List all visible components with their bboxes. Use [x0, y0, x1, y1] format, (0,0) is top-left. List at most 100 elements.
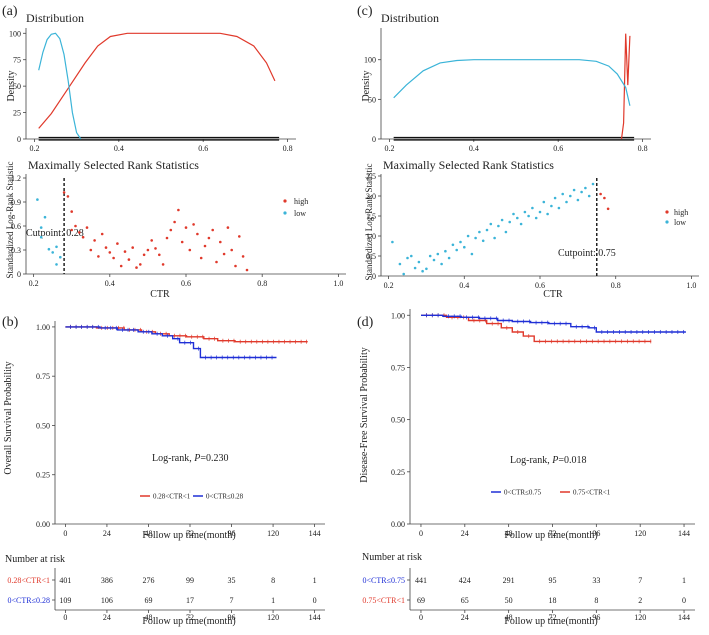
- panel-c-dist-high-density-line: [620, 33, 631, 140]
- panel-d-risk-cell: 65: [461, 596, 469, 605]
- panel-c-rank-low-point: [459, 240, 462, 244]
- panel-d-risk-cell: 291: [503, 576, 515, 585]
- panel-d-legend: 0<CTR≤0.75 0.75<CTR<1: [491, 489, 611, 497]
- panel-c-rank-low-point: [463, 245, 466, 249]
- panel-c-rank-low-point: [497, 224, 500, 228]
- panel-d-ytick-label: 0.75: [391, 363, 405, 372]
- panel-b-risk-title: Number at risk: [5, 554, 65, 565]
- panel-a-rank-high-point: [215, 260, 218, 264]
- panel-d-risk-cell: 33: [592, 576, 600, 585]
- panel-d-red-survival-line: [421, 314, 652, 343]
- panel-b-xtick-label: 48: [144, 529, 152, 538]
- panel-d-risk-cell: 7: [638, 576, 642, 585]
- panel-c-rank-xtick-label: 1.0: [686, 281, 696, 290]
- panel-c-legend-high-label: high: [674, 208, 688, 217]
- panel-b-risk-xtick-label: 48: [144, 613, 152, 622]
- panel-a-dist-xtick-label: 0.4: [114, 144, 124, 153]
- panel-a-rank-high-point: [196, 232, 199, 236]
- panel-c-rank-low-point: [500, 218, 504, 222]
- panel-d-risk-xlabel: Follow up time(month): [504, 616, 597, 627]
- panel-a-rank-high-point: [81, 235, 85, 239]
- panel-b-ytick-label: 1.00: [36, 323, 50, 332]
- panel-d-risk-xtick-label: 48: [505, 613, 513, 622]
- panel-d-ytick-label: 0.00: [391, 520, 405, 529]
- panel-d-xtick-label: 96: [592, 529, 600, 538]
- panel-d-risk-xtick-label: 0: [419, 613, 423, 622]
- panel-a-rank-high-point: [199, 256, 203, 260]
- panel-a-rank-high-point: [74, 224, 77, 228]
- panel-d-xtick-label: 72: [549, 529, 557, 538]
- panel-c-rank-low-point: [523, 210, 527, 214]
- panel-a-rank-low-point: [39, 226, 43, 229]
- panel-b-risk-cell: 401: [59, 576, 71, 585]
- panel-c-rank-low-point: [402, 272, 406, 276]
- panel-a-rank-high-point: [93, 239, 96, 242]
- panel-c-rank-ytick-label: 0: [372, 272, 376, 281]
- panel-c-rank-ylabel: Standardized Log-Rank Statistic: [364, 164, 374, 281]
- panel-b-legend-red-label: 0.28<CTR<1: [153, 493, 191, 501]
- panel-b-risk-xtick-label: 144: [309, 613, 321, 622]
- panel-c-dist-ytick-label: 100: [364, 56, 376, 65]
- panel-c-rank-low-point: [527, 214, 530, 218]
- panel-d-risk-xtick-label: 72: [549, 613, 557, 622]
- panel-c-rank-low-point: [410, 254, 413, 258]
- panel-a-rank-high-point: [211, 228, 214, 232]
- panel-c-rank-high-point: [606, 207, 610, 211]
- panel-a-rank-high-point: [230, 248, 233, 252]
- panel-c-legend: high low: [665, 208, 688, 227]
- panel-label-a: (a): [2, 4, 18, 19]
- panel-d-risk-title: Number at risk: [362, 552, 422, 563]
- panel-b-risk-cell: 276: [142, 576, 154, 585]
- panel-c-rank-low-point: [455, 248, 459, 252]
- panel-d-risk-cell: 8: [594, 596, 598, 605]
- panel-c-rank-xtick-label: 0.4: [459, 281, 469, 290]
- panel-a-rank-high-point: [70, 228, 73, 232]
- panel-c-rank-low-point: [440, 262, 443, 266]
- panel-c-legend-low-label: low: [674, 218, 686, 227]
- panel-d-ytick-label: 0.50: [391, 416, 405, 425]
- panel-d-risk-xtick-label: 24: [461, 613, 469, 622]
- panel-b-risk-xtick-label: 120: [267, 613, 279, 622]
- panel-c-rank-low-point: [493, 236, 496, 240]
- panel-c-rank-ytick-label: 0.5: [366, 252, 376, 261]
- panel-c-rank-low-point: [516, 216, 519, 220]
- panel-d-ytick-label: 0.25: [391, 468, 405, 477]
- panel-b-xlabel: Follow up time(month): [142, 530, 235, 541]
- panel-a-dist-xtick-label: 0.6: [198, 144, 208, 153]
- panel-c-rank-low-point: [550, 204, 553, 208]
- panel-a-rank-high-point: [184, 226, 188, 229]
- panel-d-ylabel: Disease-Free Survival Probability: [359, 347, 370, 483]
- panel-b-risk-cell: 386: [101, 576, 113, 585]
- panel-c-rank-low-point: [485, 228, 489, 232]
- panel-a-rank-high-point: [238, 235, 241, 238]
- panel-a-rank-high-point: [173, 220, 176, 224]
- panel-b-risk-cell: 0: [313, 596, 317, 605]
- panel-a-legend-high-label: high: [294, 197, 308, 206]
- panel-b-risk-xtick-label: 96: [228, 613, 236, 622]
- panel-c-rank-low-point: [478, 230, 481, 234]
- panel-a-rank-xtick-label: 0.6: [181, 279, 191, 288]
- panel-c-density-label: Density: [361, 70, 372, 101]
- panel-a-density-label: Density: [6, 70, 17, 101]
- panel-a-rank-high-point: [116, 242, 119, 245]
- panel-a-rank-high-point: [219, 240, 222, 244]
- panel-b-risk-cell: 8: [271, 576, 275, 585]
- panel-a-rank-high-point: [150, 239, 153, 242]
- panel-c-rank-low-point: [398, 262, 402, 266]
- panel-a-distribution-chart: Distribution Density 0 25 50 75 100 0.2 0.4 0.6…: [6, 11, 296, 153]
- panel-a-legend: high low: [283, 197, 308, 218]
- panel-c-rank-low-point: [542, 200, 546, 204]
- panel-b-risk-cell: 1: [313, 576, 317, 585]
- panel-d-risk-cell: 441: [415, 576, 427, 585]
- panel-a-rank-low-point: [55, 245, 58, 249]
- panel-a-rank-high-point: [158, 253, 161, 257]
- panel-a-rank-low-point: [55, 263, 58, 266]
- panel-b-xtick-label: 96: [228, 529, 236, 538]
- panel-d-logrank-p: P: [551, 455, 558, 466]
- panel-a-rank-high-point: [131, 246, 134, 249]
- panel-a-rank-ytick-label: 0: [17, 270, 21, 279]
- panel-a-rank-low-point: [51, 251, 54, 254]
- panel-c-rank-low-point: [553, 196, 557, 200]
- panel-b-logrank: Log-rank, P=0.230: [152, 453, 228, 464]
- panel-a-dist-ytick-label: 25: [13, 109, 21, 118]
